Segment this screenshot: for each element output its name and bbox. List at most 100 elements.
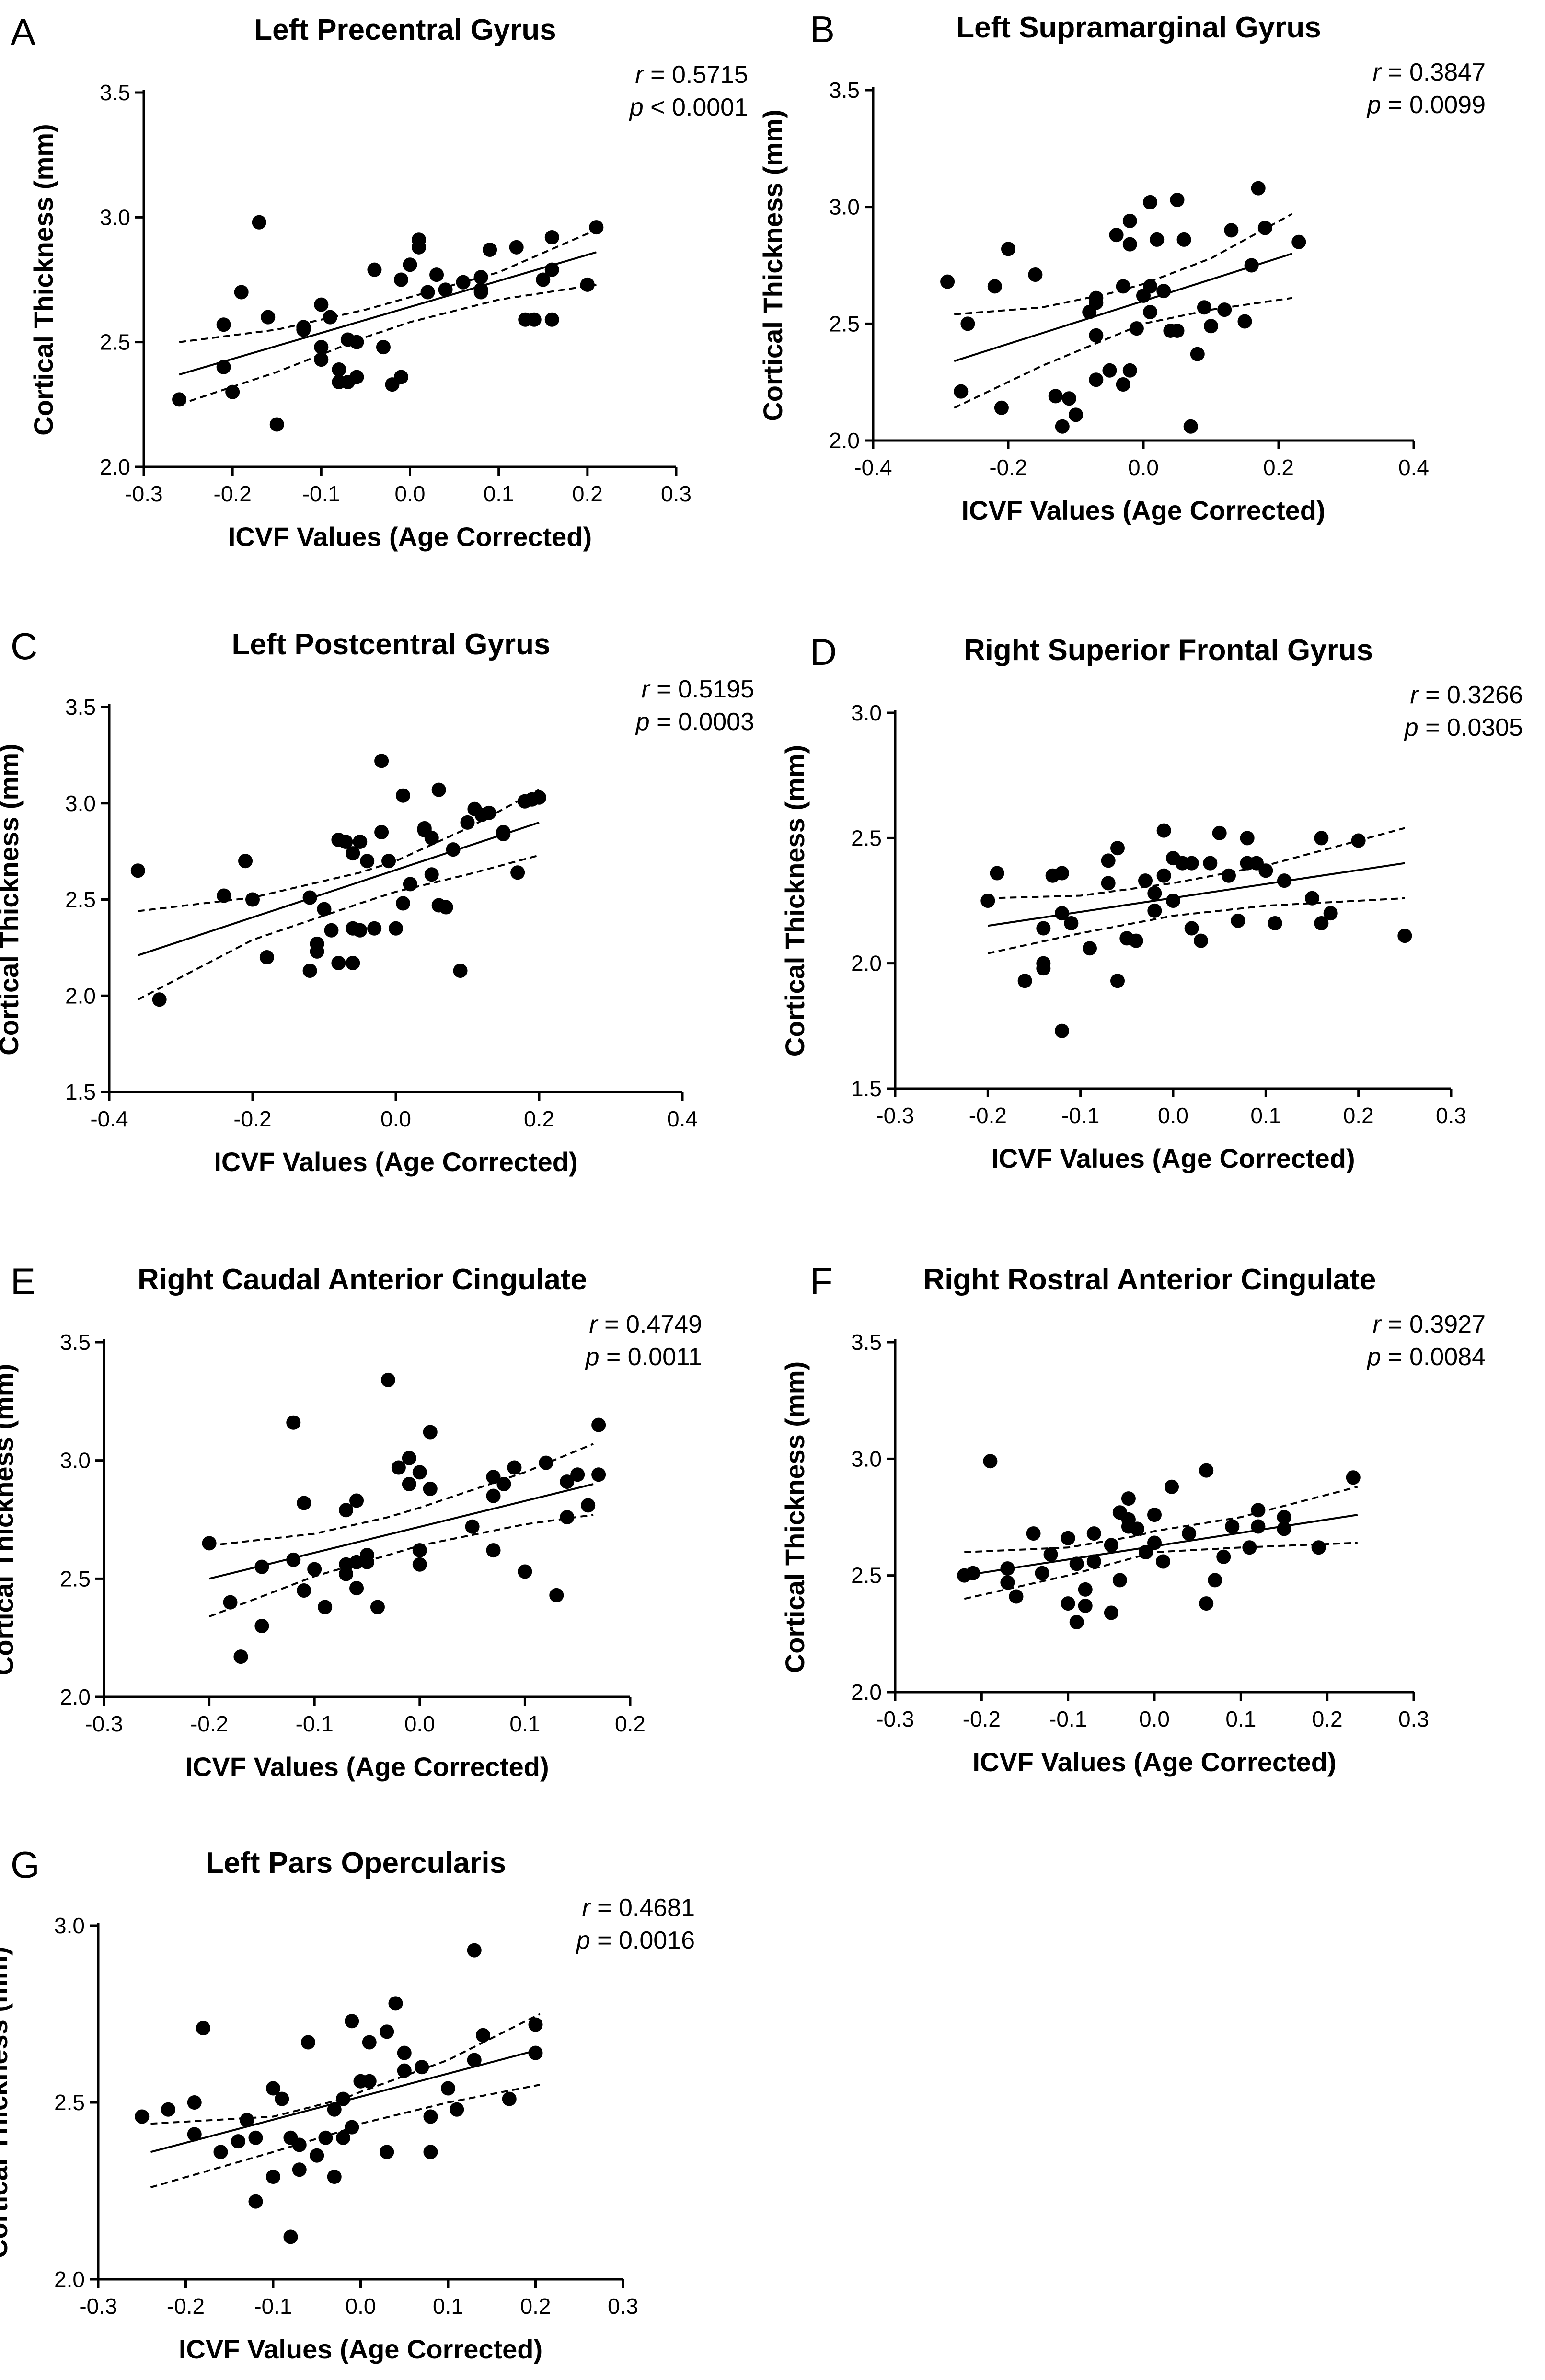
data-point [259, 950, 274, 964]
data-point [1101, 876, 1116, 891]
x-tick-label: -0.2 [963, 1707, 1001, 1731]
x-axis-label: ICVF Values (Age Corrected) [214, 1147, 577, 1177]
data-point [245, 892, 260, 907]
data-point [1028, 267, 1043, 282]
data-point [536, 272, 551, 287]
data-point [441, 2081, 455, 2096]
data-point [460, 815, 475, 830]
data-point [1166, 894, 1180, 908]
data-point [367, 921, 382, 936]
data-point [332, 362, 346, 377]
panel-letter: E [11, 1260, 35, 1302]
x-tick-label: 0.1 [509, 1711, 540, 1736]
data-point [395, 896, 410, 911]
ci-lower-band [137, 854, 540, 1001]
p-value: p = 0.0099 [1366, 91, 1486, 119]
data-point [1208, 1573, 1222, 1588]
y-tick-label: 2.5 [100, 330, 130, 355]
p-text: = 0.0305 [1418, 714, 1523, 742]
data-point [1224, 223, 1239, 238]
data-point [269, 417, 284, 432]
panel-letter: D [810, 631, 837, 673]
data-point [450, 2102, 464, 2117]
data-point [393, 370, 408, 384]
y-tick-label: 2.5 [54, 2090, 85, 2115]
chart-title: Left Precentral Gyrus [254, 13, 556, 46]
data-point [360, 1555, 374, 1569]
data-point [261, 310, 276, 325]
data-point [412, 1465, 427, 1480]
x-tick-label: -0.3 [876, 1103, 914, 1128]
r-text: = 0.3927 [1381, 1311, 1486, 1338]
data-point [1277, 1510, 1291, 1524]
data-point [1314, 916, 1329, 931]
data-point [570, 1467, 585, 1482]
data-point [307, 1562, 322, 1577]
data-point [1122, 237, 1137, 252]
data-point [1147, 903, 1162, 918]
y-axis-label: Cortical Thickness (mm) [0, 1947, 13, 2258]
data-point [412, 1557, 427, 1572]
data-point [380, 2145, 394, 2159]
data-point [1277, 1521, 1291, 1536]
data-point [1183, 419, 1198, 434]
data-point [473, 270, 488, 285]
data-point [187, 2127, 202, 2142]
data-point [1102, 363, 1117, 378]
p-symbol: p [585, 1343, 600, 1371]
y-tick-label: 2.0 [851, 951, 882, 976]
data-point [476, 2028, 490, 2043]
r-text: = 0.3847 [1381, 58, 1486, 86]
data-point [130, 863, 145, 878]
p-symbol: p [629, 93, 644, 121]
x-tick-label: 0.0 [395, 481, 426, 506]
data-point [310, 2148, 324, 2163]
chart-title: Left Pars Opercularis [206, 1846, 506, 1880]
r-value: r = 0.3927 [1372, 1311, 1486, 1338]
data-point [1048, 389, 1063, 404]
data-point [467, 2053, 482, 2067]
panel-letter: F [810, 1260, 833, 1302]
data-point [1314, 831, 1329, 846]
panel-letter: A [11, 11, 35, 53]
data-point [1244, 258, 1259, 273]
data-point [423, 2109, 438, 2124]
data-point [1112, 1573, 1127, 1588]
data-point [1176, 232, 1191, 247]
ci-upper-band [179, 229, 597, 343]
data-point [1129, 321, 1144, 336]
x-tick-label: -0.1 [254, 2294, 292, 2319]
data-point [994, 400, 1009, 415]
x-tick-label: -0.2 [190, 1711, 228, 1736]
y-axis-label: Cortical Thickness (mm) [780, 745, 810, 1056]
data-point [431, 782, 446, 797]
y-tick-label: 3.0 [54, 1913, 85, 1938]
x-tick-label: 0.0 [1128, 455, 1159, 480]
data-point [1086, 1526, 1101, 1541]
data-point [496, 824, 511, 839]
p-value: p = 0.0305 [1404, 714, 1523, 742]
y-tick-label: 3.0 [851, 1446, 882, 1471]
data-point [1104, 1538, 1118, 1553]
data-point [1138, 1545, 1153, 1559]
data-point [1184, 921, 1199, 936]
x-tick-label: 0.0 [346, 2294, 376, 2319]
data-point [527, 312, 542, 327]
y-tick-label: 3.0 [829, 195, 860, 220]
data-point [1216, 1549, 1231, 1564]
y-tick-label: 2.0 [54, 2267, 85, 2292]
data-point [234, 285, 249, 300]
data-point [374, 754, 389, 768]
data-point [248, 2130, 263, 2145]
data-point [482, 805, 496, 820]
r-text: = 0.4681 [590, 1894, 695, 1922]
data-point [412, 240, 427, 255]
x-tick-label: 0.1 [1250, 1103, 1281, 1128]
data-point [327, 2102, 342, 2117]
data-point [589, 220, 604, 235]
data-point [1165, 1479, 1179, 1494]
x-axis-label: ICVF Values (Age Corrected) [228, 522, 592, 552]
